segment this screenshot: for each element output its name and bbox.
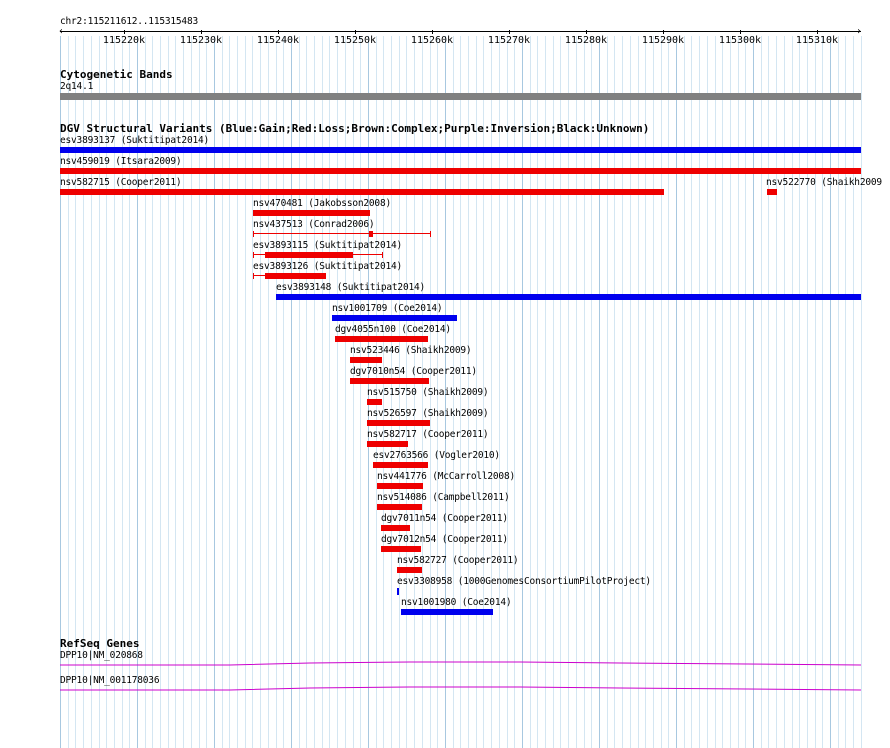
ruler-tick (586, 30, 587, 34)
refseq-track-title[interactable]: RefSeq Genes (60, 637, 140, 650)
sv-feature-label[interactable]: nsv459019 (Itsara2009) (60, 156, 182, 167)
sv-feature-label[interactable]: nsv1001709 (Coe2014) (332, 303, 443, 314)
ruler-tick-label: 115280k (564, 35, 608, 46)
sv-feature-bar[interactable] (367, 420, 430, 426)
ruler-left-arrow-icon: ‹ (58, 26, 65, 37)
ruler-tick (817, 30, 818, 34)
ruler-tick (432, 30, 433, 34)
sv-feature-bar[interactable] (401, 609, 493, 615)
sv-feature-end-tick (253, 231, 254, 237)
sv-feature-bar[interactable] (367, 441, 408, 447)
ruler-tick-label: 115310k (795, 35, 839, 46)
ruler-tick (355, 30, 356, 34)
sv-feature-label[interactable]: nsv441776 (McCarroll2008) (377, 471, 515, 482)
sv-feature-bar[interactable] (373, 462, 428, 468)
sv-feature-label[interactable]: nsv1001980 (Coe2014) (401, 597, 512, 608)
sv-feature-bar[interactable] (767, 189, 777, 195)
sv-feature-bar[interactable] (332, 315, 457, 321)
sv-feature-label[interactable]: nsv526597 (Shaikh2009) (367, 408, 489, 419)
ruler-tick (509, 30, 510, 34)
sv-feature-label[interactable]: esv3893148 (Suktitipat2014) (276, 282, 426, 293)
sv-feature-label[interactable]: esv3893115 (Suktitipat2014) (253, 240, 403, 251)
sv-feature-label[interactable]: esv2763566 (Vogler2010) (373, 450, 500, 461)
cytoband-bar[interactable] (60, 93, 861, 100)
sv-feature-label[interactable]: dgv7010n54 (Cooper2011) (350, 366, 477, 377)
sv-feature-bar[interactable] (253, 233, 431, 234)
ruler-tick-label: 115240k (256, 35, 300, 46)
sv-feature-end-tick (253, 252, 254, 258)
cytoband-label: 2q14.1 (60, 81, 94, 92)
sv-feature-label[interactable]: dgv7012n54 (Cooper2011) (381, 534, 508, 545)
ruler-right-arrow-icon: › (856, 26, 863, 37)
sv-feature-bar[interactable] (381, 525, 410, 531)
sv-feature-end-tick (382, 252, 383, 258)
sv-feature-label[interactable]: nsv582727 (Cooper2011) (397, 555, 519, 566)
sv-feature-label[interactable]: nsv437513 (Conrad2006) (253, 219, 375, 230)
sv-feature-label[interactable]: nsv522770 (Shaikh2009 (766, 177, 882, 188)
cytoband-track-title[interactable]: Cytogenetic Bands (60, 68, 173, 81)
ruler-tick (740, 30, 741, 34)
sv-feature-core[interactable] (369, 231, 373, 237)
sv-feature-bar[interactable] (397, 588, 399, 595)
ruler-tick-label: 115270k (487, 35, 531, 46)
sv-feature-end-tick (430, 231, 431, 237)
sv-feature-bar[interactable] (276, 294, 861, 300)
sv-feature-label[interactable]: dgv4055n100 (Coe2014) (335, 324, 451, 335)
ruler-tick (663, 30, 664, 34)
ruler-tick-label: 115260k (410, 35, 454, 46)
sv-feature-bar[interactable] (377, 483, 423, 489)
sv-feature-bar[interactable] (367, 399, 382, 405)
sv-feature-core[interactable] (265, 273, 326, 279)
sv-feature-bar[interactable] (377, 504, 422, 510)
sv-feature-bar[interactable] (381, 546, 421, 552)
ruler-tick-label: 115250k (333, 35, 377, 46)
sv-feature-bar[interactable] (253, 210, 370, 216)
sv-feature-label[interactable]: nsv515750 (Shaikh2009) (367, 387, 489, 398)
ruler-tick (201, 30, 202, 34)
sv-feature-label[interactable]: esv3308958 (1000GenomesConsortiumPilotPr… (397, 576, 651, 587)
ruler-tick-label: 115300k (718, 35, 762, 46)
ruler-line (60, 31, 861, 32)
sv-feature-end-tick (253, 273, 254, 279)
gene-model-line[interactable] (60, 686, 862, 691)
sv-feature-bar[interactable] (397, 567, 422, 573)
sv-feature-bar[interactable] (60, 168, 861, 174)
sv-feature-label[interactable]: nsv514086 (Campbell2011) (377, 492, 510, 503)
ruler-tick-label: 115230k (179, 35, 223, 46)
ruler-tick (278, 30, 279, 34)
sv-feature-bar[interactable] (335, 336, 428, 342)
ruler-tick-label: 115290k (641, 35, 685, 46)
sv-feature-bar[interactable] (60, 189, 664, 195)
sv-feature-bar[interactable] (60, 147, 861, 153)
sv-feature-label[interactable]: dgv7011n54 (Cooper2011) (381, 513, 508, 524)
sv-feature-bar[interactable] (350, 357, 382, 363)
sv-feature-core[interactable] (265, 252, 353, 258)
dgv-track-title[interactable]: DGV Structural Variants (Blue:Gain;Red:L… (60, 122, 650, 135)
gene-model-line[interactable] (60, 661, 862, 666)
ruler-range-label: chr2:115211612..115315483 (60, 16, 198, 27)
sv-feature-label[interactable]: nsv470481 (Jakobsson2008) (253, 198, 391, 209)
sv-feature-label[interactable]: esv3893126 (Suktitipat2014) (253, 261, 403, 272)
sv-feature-label[interactable]: esv3893137 (Suktitipat2014) (60, 135, 210, 146)
sv-feature-bar[interactable] (350, 378, 429, 384)
sv-feature-label[interactable]: nsv582717 (Cooper2011) (367, 429, 489, 440)
gene-label: DPP10|NM_001178036 (60, 675, 160, 686)
gene-label: DPP10|NM_020868 (60, 650, 143, 661)
ruler-tick-label: 115220k (102, 35, 146, 46)
sv-feature-label[interactable]: nsv523446 (Shaikh2009) (350, 345, 472, 356)
ruler-tick (124, 30, 125, 34)
sv-feature-label[interactable]: nsv582715 (Cooper2011) (60, 177, 182, 188)
